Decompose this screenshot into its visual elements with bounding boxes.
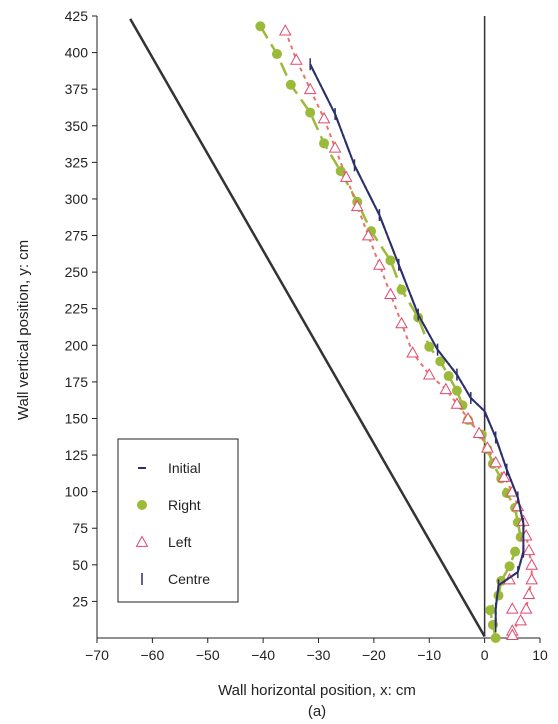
left-marker	[522, 543, 536, 556]
x-tick-label: −40	[251, 647, 275, 663]
left-marker	[422, 368, 436, 380]
reference-line	[129, 18, 486, 638]
series-layer	[255, 21, 539, 643]
left-marker	[350, 199, 364, 212]
figure-caption: (a)	[308, 703, 326, 720]
y-tick-label: 350	[65, 118, 89, 134]
x-tick-label: −50	[196, 647, 220, 663]
right-marker	[490, 633, 501, 643]
left-marker	[339, 170, 353, 182]
y-tick-label: 150	[65, 410, 89, 426]
right-marker	[255, 21, 266, 32]
right-marker	[443, 371, 454, 382]
left-marker	[525, 572, 539, 585]
reference-lines	[129, 16, 486, 638]
left-marker	[505, 628, 519, 640]
left-marker	[395, 316, 408, 329]
left-marker	[361, 228, 375, 241]
y-tick-label: 50	[72, 557, 88, 573]
legend-label-centre: Centre	[168, 571, 210, 587]
legend-label-initial: Initial	[168, 460, 201, 476]
x-tick-label: 10	[532, 647, 548, 663]
right-marker	[271, 49, 282, 60]
right-marker	[335, 166, 346, 177]
y-tick-label: 200	[65, 337, 89, 353]
x-tick-label: −30	[307, 647, 331, 663]
left-marker	[514, 613, 527, 626]
series-initial	[309, 63, 525, 627]
x-tick-label: 0	[481, 647, 489, 663]
y-tick-label: 100	[65, 484, 89, 500]
right-marker	[305, 107, 316, 118]
y-tick-label: 400	[65, 45, 89, 61]
left-marker	[519, 602, 533, 614]
series-centre	[309, 58, 525, 633]
x-axis-title: Wall horizontal position, x: cm	[218, 682, 416, 699]
right-marker	[504, 561, 515, 572]
legend-box	[117, 438, 239, 603]
y-tick-label: 425	[65, 8, 89, 24]
left-marker	[472, 426, 486, 439]
axes: −70 −60 −50 −40 −30 −20 −10 0 10 25 50 75 100 125 150 1…	[65, 8, 548, 663]
right-marker	[451, 385, 462, 396]
left-marker	[406, 346, 419, 358]
y-tick-label: 225	[65, 301, 89, 317]
right-marker	[385, 255, 396, 266]
left-marker	[439, 382, 453, 395]
x-tick-label: −60	[141, 647, 165, 663]
y-tick-label: 250	[65, 264, 89, 280]
series-line-initial	[309, 63, 525, 627]
left-marker	[489, 455, 503, 468]
series-line-centre	[309, 63, 525, 627]
left-marker	[328, 141, 342, 153]
x-tick-label: −20	[362, 647, 386, 663]
left-marker	[450, 397, 464, 409]
y-tick-label: 300	[65, 191, 89, 207]
right-marker	[285, 79, 296, 90]
right-marker	[137, 500, 147, 510]
left-marker	[135, 535, 149, 547]
legend-label-left: Left	[168, 534, 191, 550]
left-marker	[384, 287, 397, 299]
y-axis-title: Wall vertical position, y: cm	[15, 240, 32, 420]
y-tick-label: 325	[65, 154, 89, 170]
right-marker	[510, 546, 521, 557]
left-marker	[303, 82, 317, 95]
x-tick-label: −10	[417, 647, 441, 663]
left-marker	[290, 53, 303, 65]
series-left	[278, 24, 539, 640]
x-tick-label: −70	[85, 647, 109, 663]
y-tick-label: 75	[72, 520, 88, 536]
left-marker	[522, 587, 536, 599]
left-marker	[461, 411, 475, 424]
left-marker	[317, 111, 331, 124]
right-marker	[435, 356, 446, 367]
legend: Initial Right Left Centre	[117, 438, 239, 603]
left-marker	[525, 558, 539, 570]
left-marker	[373, 258, 386, 270]
right-marker	[424, 341, 435, 352]
right-marker	[319, 138, 330, 149]
left-marker	[497, 470, 511, 482]
right-marker	[485, 605, 496, 616]
left-marker	[278, 24, 292, 36]
legend-label-right: Right	[168, 497, 201, 513]
y-tick-label: 275	[65, 228, 89, 244]
right-marker	[396, 284, 407, 295]
y-tick-label: 25	[72, 593, 88, 609]
y-tick-label: 175	[65, 374, 89, 390]
left-marker	[505, 602, 519, 614]
y-tick-label: 375	[65, 81, 89, 97]
series-line-right	[259, 25, 522, 639]
left-marker	[481, 441, 494, 453]
y-tick-label: 125	[65, 447, 89, 463]
